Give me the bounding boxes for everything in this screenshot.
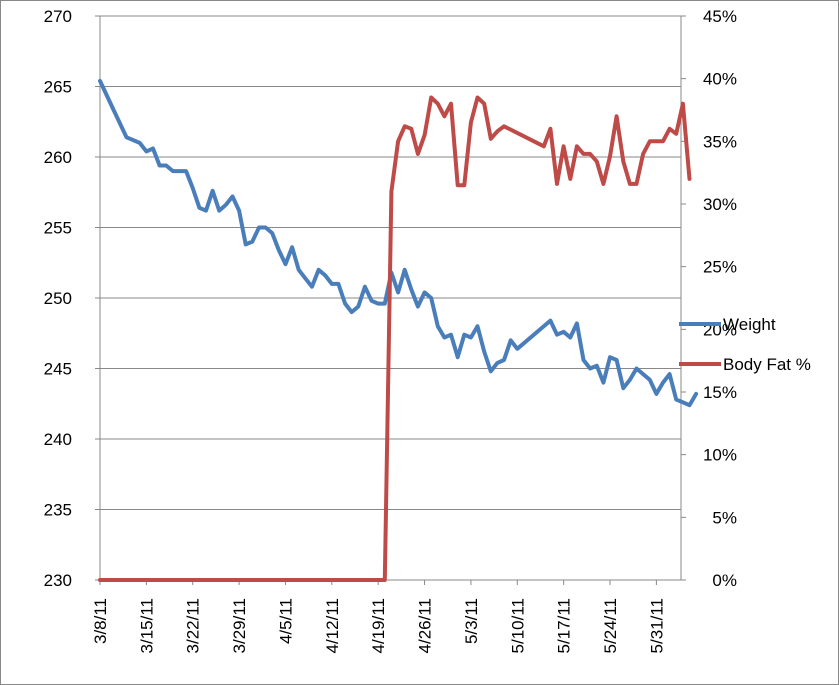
x-tick-label: 4/12/11	[323, 598, 342, 653]
right-tick-label: 35%	[703, 132, 737, 151]
right-tick-label: 40%	[703, 70, 737, 89]
x-axis-ticks: 3/8/11 3/15/11 3/22/11 3/29/11 4/5/11 4/12/11…	[91, 580, 666, 653]
right-tick-label: 0%	[712, 571, 737, 590]
series-line-body-fat	[98, 95, 692, 582]
left-tick-label: 240	[44, 430, 72, 449]
series-line-weight	[98, 78, 699, 408]
right-y-axis-ticks: 0%5%10%15%20%25%30%35%40%45%	[681, 7, 737, 590]
legend: Weight Body Fat %	[679, 315, 811, 374]
series-layer	[98, 78, 699, 582]
x-tick-label: 5/3/11	[462, 598, 481, 644]
x-tick-label: 5/31/11	[647, 598, 666, 653]
left-tick-label: 235	[44, 501, 72, 520]
left-tick-label: 260	[44, 148, 72, 167]
x-tick-label: 5/17/11	[555, 598, 574, 653]
x-tick-label: 3/15/11	[137, 598, 156, 653]
right-tick-label: 25%	[703, 258, 737, 277]
x-tick-label: 5/24/11	[601, 598, 620, 653]
gridlines	[100, 15, 681, 510]
legend-label: Body Fat %	[723, 355, 811, 374]
right-tick-label: 15%	[703, 383, 737, 402]
x-tick-label: 4/26/11	[416, 598, 435, 653]
right-tick-label: 5%	[712, 508, 737, 527]
x-tick-label: 3/8/11	[91, 598, 110, 644]
x-tick-label: 5/10/11	[508, 598, 527, 653]
left-tick-label: 230	[44, 571, 72, 590]
left-tick-label: 265	[44, 78, 72, 97]
legend-label: Weight	[723, 315, 776, 334]
left-y-axis-ticks: 230 235 240 245 250 255 260 265 270	[44, 7, 100, 590]
right-tick-label: 45%	[703, 7, 737, 26]
right-tick-label: 30%	[703, 195, 737, 214]
left-tick-label: 250	[44, 289, 72, 308]
left-tick-label: 245	[44, 360, 72, 379]
right-tick-label: 10%	[703, 446, 737, 465]
x-tick-label: 3/29/11	[230, 598, 249, 653]
x-tick-label: 3/22/11	[184, 598, 203, 653]
x-tick-label: 4/19/11	[369, 598, 388, 653]
x-tick-label: 4/5/11	[276, 598, 295, 644]
left-tick-label: 255	[44, 219, 72, 238]
left-tick-label: 270	[44, 7, 72, 26]
